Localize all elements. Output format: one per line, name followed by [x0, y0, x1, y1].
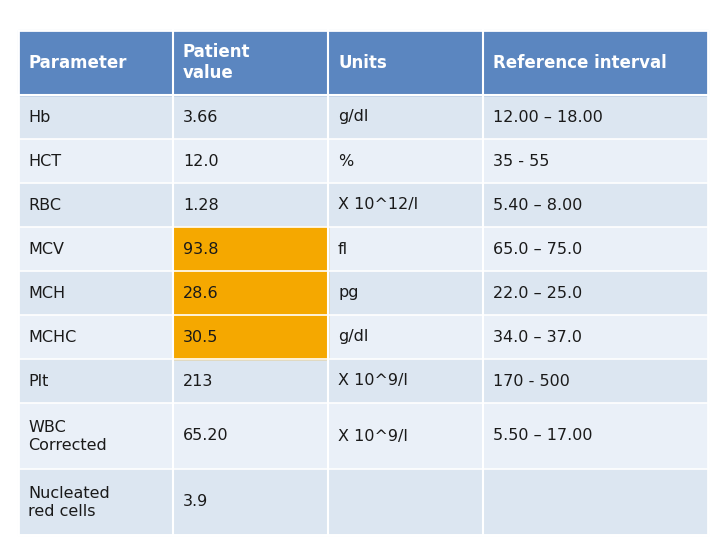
Text: 3.66: 3.66 — [183, 110, 218, 125]
Bar — [18, 469, 708, 535]
Text: Plt: Plt — [28, 374, 48, 388]
Text: X 10^9/l: X 10^9/l — [338, 429, 408, 443]
Text: fl: fl — [338, 241, 348, 256]
Text: Reference interval: Reference interval — [493, 53, 667, 71]
Text: Nucleated
red cells: Nucleated red cells — [28, 485, 109, 518]
Bar — [18, 95, 708, 139]
Text: 170 - 500: 170 - 500 — [493, 374, 570, 388]
Text: 213: 213 — [183, 374, 213, 388]
Text: WBC
Corrected: WBC Corrected — [28, 420, 107, 453]
Text: 93.8: 93.8 — [183, 241, 218, 256]
Text: Patient
value: Patient value — [183, 43, 251, 82]
Text: Parameter: Parameter — [28, 53, 127, 71]
Bar — [18, 30, 708, 95]
Bar — [173, 271, 328, 315]
Text: HCT: HCT — [28, 153, 61, 168]
Text: 1.28: 1.28 — [183, 198, 219, 213]
Text: g/dl: g/dl — [338, 329, 369, 345]
Text: Units: Units — [338, 53, 387, 71]
Bar — [18, 227, 708, 271]
Bar — [18, 403, 708, 469]
Text: 65.20: 65.20 — [183, 429, 229, 443]
Text: 28.6: 28.6 — [183, 286, 219, 300]
Text: 5.50 – 17.00: 5.50 – 17.00 — [493, 429, 593, 443]
Text: g/dl: g/dl — [338, 110, 369, 125]
Bar — [18, 271, 708, 315]
Text: X 10^9/l: X 10^9/l — [338, 374, 408, 388]
Bar — [18, 139, 708, 183]
Text: RBC: RBC — [28, 198, 61, 213]
Text: 65.0 – 75.0: 65.0 – 75.0 — [493, 241, 582, 256]
Text: MCHC: MCHC — [28, 329, 76, 345]
Bar — [18, 359, 708, 403]
Text: 3.9: 3.9 — [183, 495, 208, 510]
Text: %: % — [338, 153, 354, 168]
Text: X 10^12/l: X 10^12/l — [338, 198, 418, 213]
Bar — [18, 183, 708, 227]
Text: 12.00 – 18.00: 12.00 – 18.00 — [493, 110, 603, 125]
Text: 5.40 – 8.00: 5.40 – 8.00 — [493, 198, 582, 213]
Bar — [173, 315, 328, 359]
Bar — [173, 227, 328, 271]
Text: pg: pg — [338, 286, 359, 300]
Text: MCH: MCH — [28, 286, 65, 300]
Text: 30.5: 30.5 — [183, 329, 218, 345]
Text: MCV: MCV — [28, 241, 64, 256]
Text: 12.0: 12.0 — [183, 153, 219, 168]
Bar — [18, 315, 708, 359]
Text: 22.0 – 25.0: 22.0 – 25.0 — [493, 286, 582, 300]
Text: 35 - 55: 35 - 55 — [493, 153, 549, 168]
Text: 34.0 – 37.0: 34.0 – 37.0 — [493, 329, 582, 345]
Text: Hb: Hb — [28, 110, 50, 125]
